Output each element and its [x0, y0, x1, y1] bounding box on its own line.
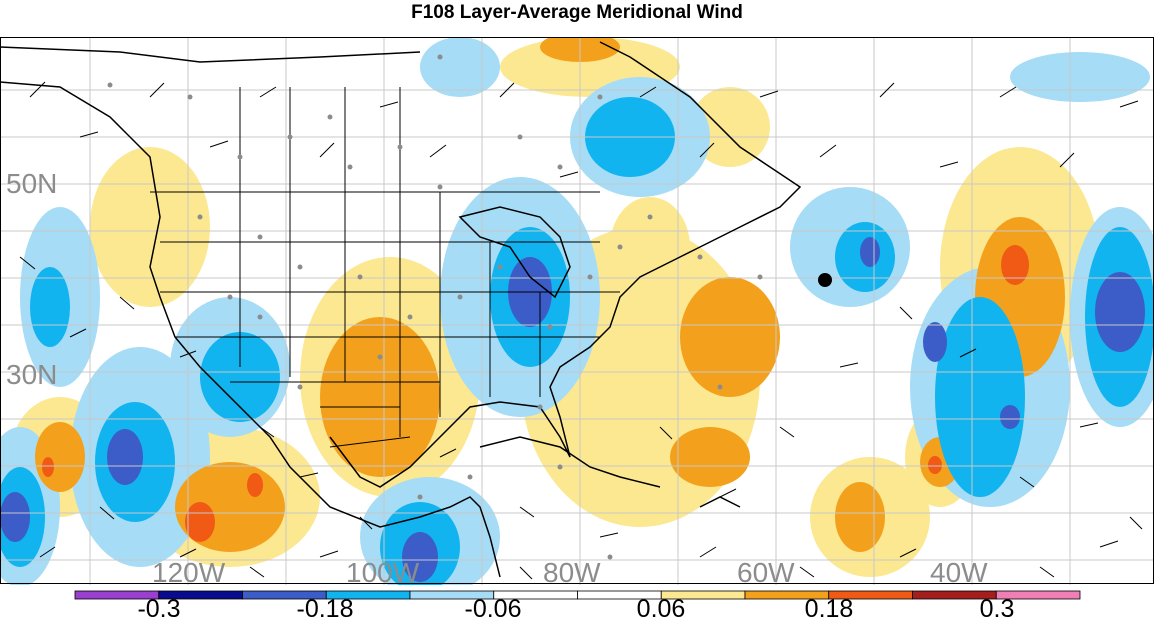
colorbar-boxes [74, 590, 1081, 600]
colorbar-label-neg-0-3: -0.3 [137, 595, 181, 623]
colorbar-label-neg-0-06: -0.06 [464, 595, 522, 623]
map-title: F108 Layer-Average Meridional Wind [411, 2, 743, 23]
colorbar [74, 590, 1081, 600]
colorbar-label-neg-0-18: -0.18 [296, 595, 354, 623]
lon-label-120w: 120W [152, 557, 226, 585]
lat-label-50n: 50N [6, 168, 57, 199]
wind-barbs [19, 81, 1143, 580]
observation-dots [107, 54, 763, 560]
political-boundaries [150, 87, 620, 448]
colorbar-label-0-18: 0.18 [804, 595, 854, 623]
lon-label-60w: 60W [737, 557, 795, 585]
highlight-dot [818, 273, 832, 287]
colorbar-label-0-3: 0.3 [979, 595, 1015, 623]
lon-label-100w: 100W [346, 557, 420, 585]
lon-label-40w: 40W [930, 557, 988, 585]
colorbar-label-0-06: 0.06 [636, 595, 686, 623]
lon-label-80w: 80W [543, 557, 601, 585]
lat-label-30n: 30N [6, 359, 57, 390]
wind-map: 50N 30N 120W 100W 80W 60W 40W [0, 37, 1154, 585]
colorbar-box [995, 590, 1081, 600]
lat-lon-grid [0, 37, 1154, 585]
